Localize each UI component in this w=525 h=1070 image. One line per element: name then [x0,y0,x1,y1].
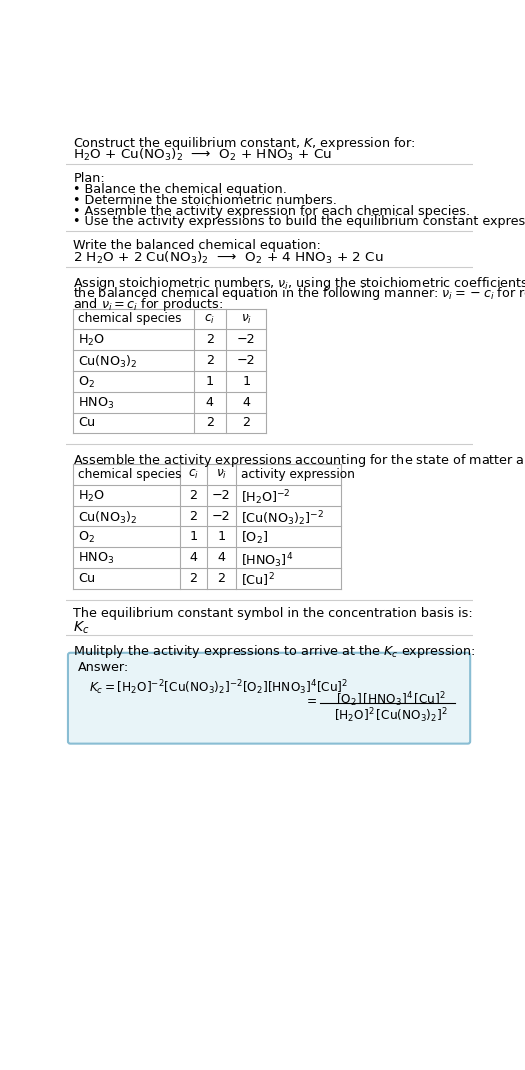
Text: Assign stoichiometric numbers, $\nu_i$, using the stoichiometric coefficients, $: Assign stoichiometric numbers, $\nu_i$, … [74,275,525,292]
Text: 4: 4 [242,396,250,409]
Text: 2: 2 [206,416,214,429]
Text: $[\mathrm{H_2O}]^2\,[\mathrm{Cu(NO_3)_2}]^2$: $[\mathrm{H_2O}]^2\,[\mathrm{Cu(NO_3)_2}… [334,706,448,724]
Text: HNO$_3$: HNO$_3$ [78,396,114,411]
Text: and $\nu_i = c_i$ for products:: and $\nu_i = c_i$ for products: [74,296,223,314]
Text: $c_i$: $c_i$ [204,312,215,325]
Text: • Assemble the activity expression for each chemical species.: • Assemble the activity expression for e… [74,204,470,217]
Text: $K_c$: $K_c$ [74,620,90,636]
Text: H$_2$O: H$_2$O [78,333,105,349]
Text: 2: 2 [190,509,197,522]
Text: [Cu]$^2$: [Cu]$^2$ [241,572,275,590]
Text: Cu: Cu [78,416,95,429]
Text: • Balance the chemical equation.: • Balance the chemical equation. [74,183,287,196]
Text: 2 H$_2$O + 2 Cu(NO$_3$)$_2$  ⟶  O$_2$ + 4 HNO$_3$ + 2 Cu: 2 H$_2$O + 2 Cu(NO$_3$)$_2$ ⟶ O$_2$ + 4 … [74,250,384,266]
Text: $\nu_i$: $\nu_i$ [216,468,227,482]
Text: Plan:: Plan: [74,171,105,184]
Text: O$_2$: O$_2$ [78,531,95,546]
Text: 1: 1 [242,374,250,387]
Text: The equilibrium constant symbol in the concentration basis is:: The equilibrium constant symbol in the c… [74,608,473,621]
Text: 2: 2 [190,572,197,585]
Text: Assemble the activity expressions accounting for the state of matter and $\nu_i$: Assemble the activity expressions accoun… [74,452,525,469]
Text: 2: 2 [217,572,225,585]
Text: 4: 4 [190,551,197,564]
Text: 2: 2 [242,416,250,429]
Text: −2: −2 [212,509,230,522]
FancyBboxPatch shape [68,653,470,744]
Text: Answer:: Answer: [78,661,129,674]
Text: Construct the equilibrium constant, $K$, expression for:: Construct the equilibrium constant, $K$,… [74,135,416,152]
Text: • Use the activity expressions to build the equilibrium constant expression.: • Use the activity expressions to build … [74,215,525,228]
Text: Cu: Cu [78,572,95,585]
Text: • Determine the stoichiometric numbers.: • Determine the stoichiometric numbers. [74,194,337,207]
Text: [H$_2$O]$^{-2}$: [H$_2$O]$^{-2}$ [241,489,290,507]
Text: O$_2$: O$_2$ [78,374,95,389]
Text: $\nu_i$: $\nu_i$ [240,312,252,325]
Text: Write the balanced chemical equation:: Write the balanced chemical equation: [74,239,321,251]
Text: 4: 4 [206,396,214,409]
Text: chemical species: chemical species [78,312,182,325]
Text: 2: 2 [206,354,214,367]
Text: $K_c = [\mathrm{H_2O}]^{-2}[\mathrm{Cu(NO_3)_2}]^{-2}[\mathrm{O_2}][\mathrm{HNO_: $K_c = [\mathrm{H_2O}]^{-2}[\mathrm{Cu(N… [89,678,348,697]
Text: Cu(NO$_3$)$_2$: Cu(NO$_3$)$_2$ [78,354,138,370]
Text: $=$: $=$ [304,693,318,706]
Text: the balanced chemical equation in the following manner: $\nu_i = -c_i$ for react: the balanced chemical equation in the fo… [74,286,525,303]
Text: 4: 4 [217,551,225,564]
Text: [O$_2$]: [O$_2$] [241,531,268,547]
Text: Cu(NO$_3$)$_2$: Cu(NO$_3$)$_2$ [78,509,138,525]
Text: H$_2$O + Cu(NO$_3$)$_2$  ⟶  O$_2$ + HNO$_3$ + Cu: H$_2$O + Cu(NO$_3$)$_2$ ⟶ O$_2$ + HNO$_3… [74,147,332,163]
Text: chemical species: chemical species [78,468,182,482]
Text: H$_2$O: H$_2$O [78,489,105,504]
Text: 1: 1 [206,374,214,387]
Text: $[\mathrm{O_2}]\,[\mathrm{HNO_3}]^4\,[\mathrm{Cu}]^2$: $[\mathrm{O_2}]\,[\mathrm{HNO_3}]^4\,[\m… [336,690,446,709]
Text: [HNO$_3$]$^4$: [HNO$_3$]$^4$ [241,551,293,570]
Text: Mulitply the activity expressions to arrive at the $K_c$ expression:: Mulitply the activity expressions to arr… [74,643,476,660]
Text: −2: −2 [212,489,230,502]
Text: activity expression: activity expression [241,468,355,482]
Text: −2: −2 [237,354,256,367]
Text: 1: 1 [190,531,197,544]
Text: −2: −2 [237,333,256,347]
Text: HNO$_3$: HNO$_3$ [78,551,114,566]
Text: 1: 1 [217,531,225,544]
Text: [Cu(NO$_3$)$_2$]$^{-2}$: [Cu(NO$_3$)$_2$]$^{-2}$ [241,509,324,529]
Text: $c_i$: $c_i$ [188,468,199,482]
Text: 2: 2 [206,333,214,347]
Text: 2: 2 [190,489,197,502]
